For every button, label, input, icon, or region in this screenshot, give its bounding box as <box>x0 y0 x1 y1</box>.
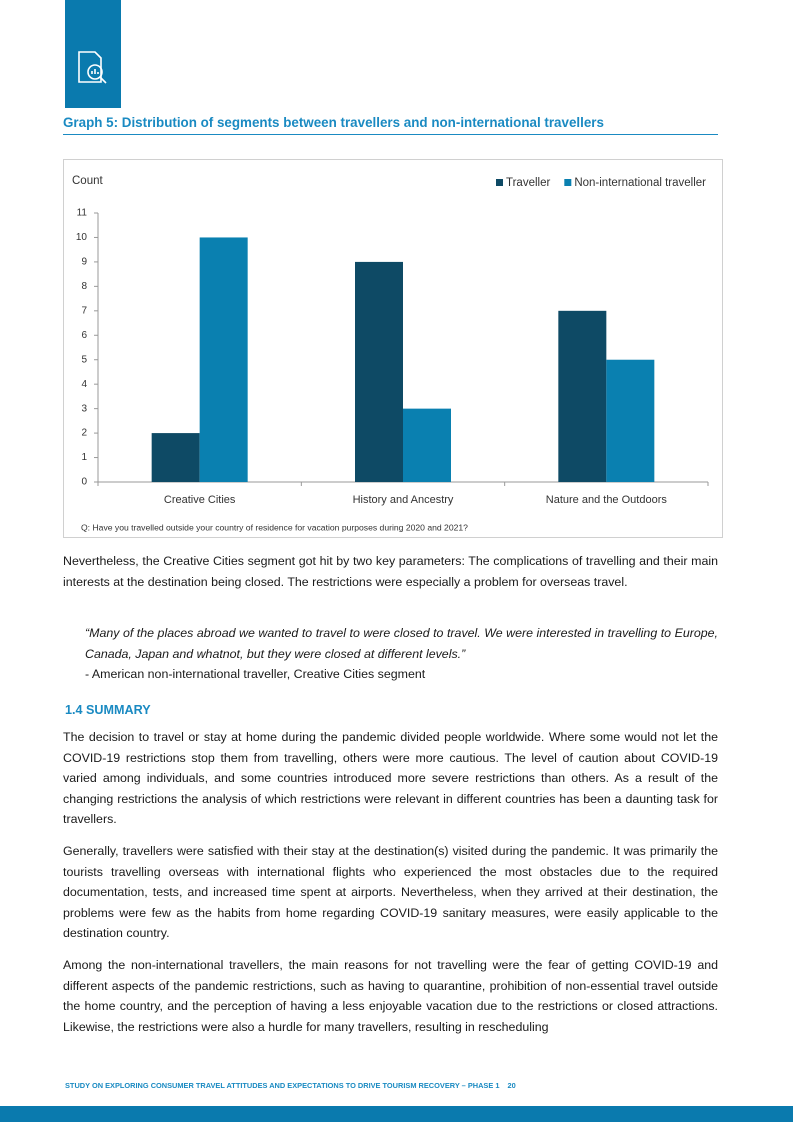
bar <box>151 433 200 482</box>
footer-bar <box>0 1106 793 1122</box>
quote: “Many of the places abroad we wanted to … <box>85 626 718 661</box>
section-heading: 1.4 SUMMARY <box>65 703 151 717</box>
legend-label: Non-international traveller <box>574 177 706 189</box>
paragraph: Nevertheless, the Creative Cities segmen… <box>63 554 718 589</box>
chart: Count Q: Have you travelled outside your… <box>63 159 723 538</box>
y-axis-label: Count <box>72 175 103 187</box>
footer: STUDY ON EXPLORING CONSUMER TRAVEL ATTIT… <box>65 1081 516 1090</box>
legend-swatch <box>564 179 572 186</box>
y-tick-label: 0 <box>81 477 87 488</box>
x-tick-label: Nature and the Outdoors <box>546 494 668 506</box>
graph-title: Graph 5: Distribution of segments betwee… <box>63 115 604 130</box>
bar <box>199 237 248 482</box>
y-tick-label: 7 <box>81 305 87 316</box>
y-tick-label: 5 <box>81 354 87 365</box>
y-tick-label: 6 <box>81 330 87 341</box>
y-tick-label: 10 <box>76 232 88 243</box>
y-tick-label: 9 <box>81 257 87 268</box>
paragraph: Among the non-international travellers, … <box>63 958 718 1034</box>
y-tick-label: 11 <box>77 208 88 219</box>
y-tick-label: 2 <box>81 428 87 439</box>
footer-text: STUDY ON EXPLORING CONSUMER TRAVEL ATTIT… <box>65 1081 500 1090</box>
page-number: 20 <box>507 1081 516 1090</box>
header-tab <box>65 0 121 108</box>
paragraph: Generally, travellers were satisfied wit… <box>63 844 718 940</box>
bar <box>403 408 451 482</box>
legend-swatch <box>496 179 503 186</box>
y-tick-label: 1 <box>81 452 87 463</box>
y-tick-label: 4 <box>81 379 87 390</box>
legend-label: Traveller <box>506 177 550 189</box>
bar <box>355 261 403 482</box>
title-rule <box>63 134 718 135</box>
x-tick-label: History and Ancestry <box>353 494 454 506</box>
y-tick-label: 8 <box>81 281 87 292</box>
quote-attribution: - American non-international traveller, … <box>85 667 426 681</box>
y-tick-label: 3 <box>81 403 87 414</box>
paragraph: The decision to travel or stay at home d… <box>63 730 718 826</box>
x-tick-label: Creative Cities <box>164 494 236 506</box>
bar <box>606 359 655 482</box>
bar <box>558 310 607 482</box>
chart-note: Q: Have you travelled outside your count… <box>81 522 468 532</box>
